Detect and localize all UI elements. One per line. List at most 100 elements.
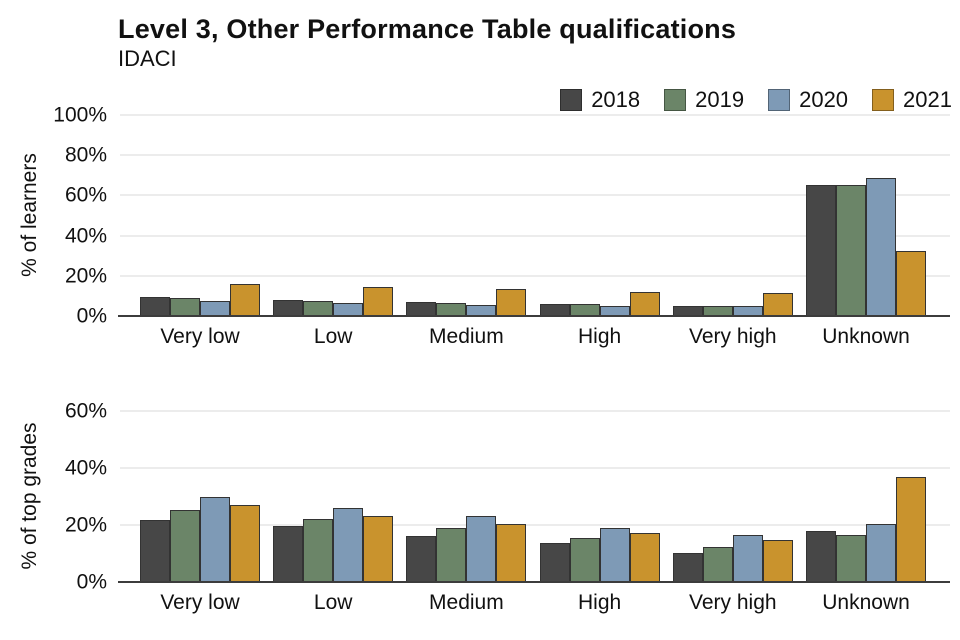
y-tick-label: 40% [64, 456, 107, 480]
x-tick-label-low: Low [313, 325, 353, 348]
bar-2020-medium [466, 516, 497, 582]
y-tick-label: 100% [53, 103, 107, 127]
legend-item-2019: 2019 [664, 87, 744, 113]
legend-swatch-2018 [560, 89, 583, 111]
legend-item-2020: 2020 [768, 87, 848, 113]
bar-2018-very-low [140, 297, 170, 316]
bar-2020-very-high [732, 535, 763, 582]
bar-2019-low [303, 519, 334, 582]
y-axis-label-top-grades: % of top grades [18, 422, 41, 570]
y-tick-label: 0% [76, 304, 107, 328]
legend-swatch-2021 [872, 89, 895, 111]
bar-2018-unknown [806, 530, 836, 582]
bar-2021-medium [496, 524, 527, 582]
legend-label: 2018 [591, 87, 641, 112]
x-tick-label-very-high: Very high [689, 325, 777, 348]
x-axis-line [118, 315, 950, 317]
bar-2021-low [363, 515, 394, 582]
bar-2019-very-high [702, 305, 733, 316]
bar-2021-very-high [762, 293, 793, 316]
x-tick-label-medium: Medium [429, 591, 504, 614]
bar-2018-high [539, 304, 570, 316]
bar-2018-medium [406, 301, 437, 316]
y-tick-label: 20% [64, 513, 107, 537]
chart-subtitle: IDACI [118, 46, 177, 71]
legend-item-2021: 2021 [872, 87, 952, 113]
legend-label: 2019 [695, 87, 745, 112]
bar-2019-unknown [836, 534, 866, 582]
bar-2019-medium [436, 302, 467, 316]
bar-2020-high [599, 305, 630, 316]
x-tick-label-high: High [577, 325, 622, 348]
x-tick-label-high: High [577, 591, 622, 614]
x-tick-label-medium: Medium [429, 325, 504, 348]
x-tick-label-unknown: Unknown [822, 325, 910, 348]
x-tick-label-unknown: Unknown [822, 591, 910, 614]
bar-2020-very-high [732, 306, 763, 316]
x-tick-label-very-high: Very high [689, 591, 777, 614]
bar-2020-low [333, 303, 364, 316]
gridline [120, 194, 950, 196]
gridline [120, 235, 950, 237]
bar-2019-very-low [170, 297, 200, 316]
bar-2021-unknown [896, 477, 926, 582]
gridline [120, 275, 950, 277]
bar-2018-low [273, 526, 304, 582]
bar-2019-high [569, 537, 600, 582]
bar-2020-unknown [866, 178, 896, 316]
bar-2019-very-low [170, 510, 200, 582]
gridline [120, 524, 950, 526]
x-axis-line [118, 581, 950, 583]
bar-2018-very-low [140, 519, 170, 582]
bar-2021-high [629, 532, 660, 582]
gridline [120, 154, 950, 156]
bar-2018-low [273, 300, 304, 316]
bar-2020-very-low [200, 496, 230, 582]
x-tick-label-low: Low [313, 591, 353, 614]
y-tick-label: 60% [64, 399, 107, 423]
bar-2019-low [303, 300, 334, 316]
bar-2019-medium [436, 527, 467, 582]
y-tick-label: 0% [76, 570, 107, 594]
plot-top-grades: 0% 20% 40% 60% Very low Low Medium High Very hig… [65, 401, 950, 614]
bar-2021-very-low [230, 505, 260, 582]
bar-2018-very-high [672, 553, 703, 582]
bar-2020-very-low [200, 300, 230, 316]
bar-2021-very-high [762, 540, 793, 582]
bar-2018-high [539, 542, 570, 582]
legend-swatch-2020 [768, 89, 791, 111]
x-tick-label-very-low: Very low [160, 591, 240, 614]
y-tick-label: 60% [64, 183, 107, 207]
bar-2021-unknown [896, 251, 926, 316]
bar-2021-low [363, 286, 394, 316]
gridline [120, 467, 950, 469]
gridline [120, 410, 950, 412]
gridline [120, 114, 950, 116]
y-tick-label: 40% [64, 224, 107, 248]
bar-2018-unknown [806, 185, 836, 316]
bar-2020-low [333, 507, 364, 582]
bar-2021-medium [496, 289, 527, 316]
bar-2018-very-high [672, 305, 703, 316]
legend-swatch-2019 [664, 89, 687, 111]
legend-label: 2021 [903, 87, 952, 112]
bar-2019-very-high [702, 546, 733, 582]
bar-2021-high [629, 291, 660, 316]
bar-2020-medium [466, 304, 497, 316]
bar-2019-high [569, 303, 600, 316]
legend: 2018 2019 2020 2021 [560, 87, 952, 113]
bar-2018-medium [406, 535, 437, 582]
bar-2020-high [599, 527, 630, 582]
bar-2019-unknown [836, 185, 866, 316]
plot-learners: 0% 20% 40% 60% 80% 100% Very low Low Medium High V… [53, 105, 950, 348]
y-tick-label: 20% [64, 264, 107, 288]
y-axis-label-learners: % of learners [18, 153, 41, 277]
chart-title: Level 3, Other Performance Table qualifi… [118, 14, 737, 44]
x-tick-label-very-low: Very low [160, 325, 240, 348]
legend-item-2018: 2018 [560, 87, 640, 113]
y-tick-label: 80% [64, 143, 107, 167]
bar-2021-very-low [230, 283, 260, 316]
bar-2020-unknown [866, 524, 896, 582]
legend-label: 2020 [799, 87, 849, 112]
